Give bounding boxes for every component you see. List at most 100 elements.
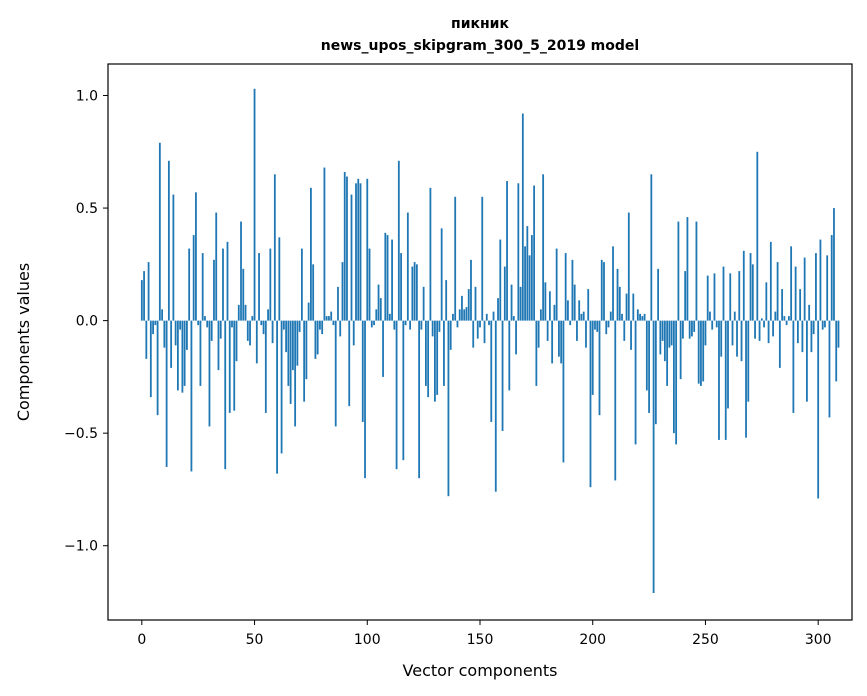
bar	[497, 298, 499, 321]
bar	[790, 246, 793, 321]
bar	[544, 282, 547, 321]
bar	[792, 320, 795, 413]
bar	[422, 286, 425, 321]
x-tick-label: 200	[579, 632, 606, 648]
bar	[783, 316, 786, 321]
bar	[627, 212, 630, 321]
bar	[366, 178, 369, 321]
bar	[594, 320, 596, 330]
bar	[285, 320, 288, 353]
bar	[264, 320, 267, 413]
bar	[794, 266, 797, 321]
bar	[271, 320, 274, 344]
y-tick-label: 0.5	[76, 201, 98, 217]
bar	[758, 320, 761, 341]
bar	[330, 311, 333, 321]
bar	[262, 320, 265, 335]
bar	[542, 174, 545, 321]
bar	[310, 187, 312, 321]
bar	[276, 320, 278, 474]
bar	[733, 311, 736, 321]
bar	[830, 235, 833, 321]
bar	[720, 320, 723, 357]
bar	[551, 320, 554, 364]
bar	[228, 320, 231, 413]
bar	[567, 300, 569, 321]
bar	[801, 320, 804, 353]
bar	[474, 286, 477, 321]
bar	[670, 320, 673, 346]
bar	[413, 262, 416, 321]
bar	[393, 320, 396, 330]
bar	[176, 320, 179, 391]
bar	[170, 320, 173, 368]
bar	[237, 304, 240, 321]
bar	[539, 309, 542, 321]
bar	[287, 320, 290, 386]
bar	[443, 320, 445, 386]
bar	[483, 320, 486, 344]
x-tick-label: 150	[467, 632, 494, 648]
bar	[812, 320, 815, 335]
bar	[289, 320, 292, 404]
bar	[267, 309, 269, 321]
bar	[440, 228, 443, 321]
bar	[303, 320, 306, 402]
bar	[431, 320, 434, 337]
bar	[183, 320, 186, 386]
bar	[580, 313, 583, 321]
bar	[512, 316, 515, 321]
bar	[359, 183, 362, 321]
bar	[314, 320, 317, 359]
bar	[260, 320, 263, 326]
bar	[429, 187, 432, 321]
bar	[582, 311, 585, 321]
y-tick-label: −0.5	[64, 426, 98, 442]
bar	[312, 264, 315, 321]
bar	[438, 320, 441, 332]
bar	[654, 320, 657, 425]
bar	[364, 320, 366, 479]
bar	[614, 320, 617, 481]
bar	[346, 176, 348, 321]
bar	[765, 282, 768, 321]
bar	[190, 320, 193, 472]
bar	[501, 320, 504, 431]
bar	[201, 253, 204, 321]
bar	[821, 320, 824, 330]
bar	[373, 320, 375, 326]
x-axis-ticks: 0 50 100 150 200 250 300	[137, 620, 832, 648]
bar	[573, 284, 576, 321]
bar	[521, 113, 524, 321]
bar	[630, 320, 632, 350]
bar	[724, 320, 727, 440]
bar	[519, 286, 522, 321]
bar	[280, 320, 283, 454]
bar	[341, 262, 344, 321]
y-axis-label: Components values	[14, 263, 33, 421]
bar	[350, 194, 353, 321]
bar	[645, 320, 648, 391]
bar	[258, 253, 260, 321]
bar	[404, 320, 407, 326]
bar	[307, 302, 310, 321]
bar	[763, 320, 765, 328]
bar	[729, 273, 732, 321]
bar	[357, 178, 360, 321]
bar	[321, 320, 324, 335]
bar	[754, 320, 756, 339]
bar	[666, 320, 669, 386]
bar	[677, 221, 680, 321]
bar	[711, 320, 714, 330]
bar	[174, 320, 177, 346]
bar	[722, 266, 725, 321]
bar	[452, 313, 454, 321]
bar	[186, 320, 188, 350]
bar	[672, 320, 675, 434]
bar	[447, 320, 450, 497]
bar	[197, 320, 200, 326]
bar	[578, 300, 581, 321]
bar	[781, 289, 784, 321]
bar	[434, 320, 436, 402]
